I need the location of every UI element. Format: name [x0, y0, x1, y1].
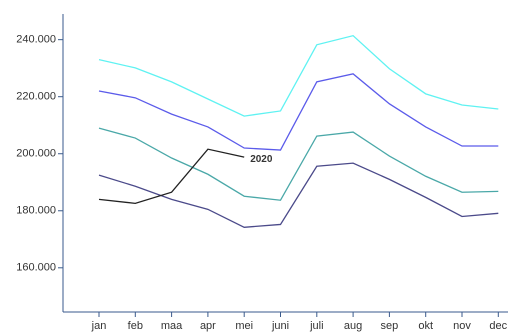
y-tick-label: 160.000 [16, 262, 56, 274]
series-line [98, 73, 499, 151]
x-tick-label: maa [161, 320, 183, 332]
x-tick-label: mei [235, 320, 253, 332]
x-tick-label: juli [309, 320, 323, 332]
series-line [98, 127, 499, 201]
series-label: 2020 [250, 154, 273, 165]
x-tick-label: aug [344, 320, 362, 332]
x-tick-label: juni [271, 320, 289, 332]
x-tick-label: jan [91, 320, 107, 332]
x-tick-label: apr [200, 320, 216, 332]
series-line [98, 162, 499, 228]
y-tick-label: 240.000 [16, 34, 56, 46]
x-tick-label: nov [453, 320, 471, 332]
series-line [98, 148, 245, 205]
y-tick-label: 200.000 [16, 148, 56, 160]
x-tick-label: feb [128, 320, 143, 332]
x-tick-label: okt [418, 320, 433, 332]
y-tick-label: 220.000 [16, 91, 56, 103]
x-tick-label: dec [489, 320, 507, 332]
y-tick-label: 180.000 [16, 205, 56, 217]
x-tick-label: sep [381, 320, 399, 332]
series-line [98, 34, 499, 117]
